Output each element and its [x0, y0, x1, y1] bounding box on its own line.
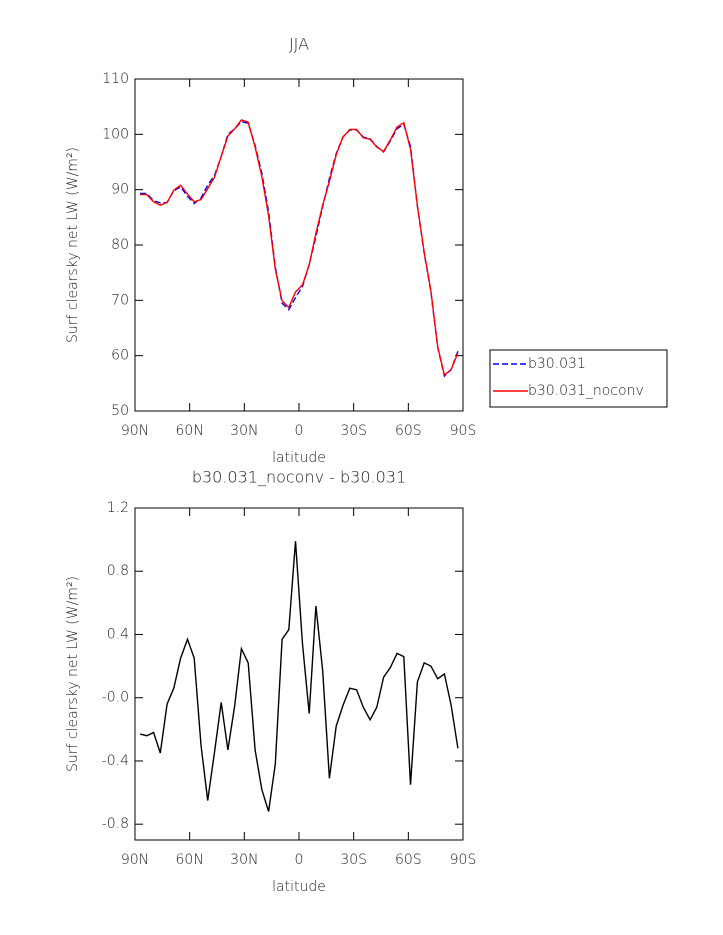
y-tick-label: 60	[111, 348, 129, 364]
plot-frame	[134, 507, 464, 841]
y-tick-label: 90	[111, 182, 129, 198]
y-tick-label: 100	[102, 126, 129, 142]
legend-label: b30.031_noconv	[528, 383, 644, 399]
data-line	[139, 541, 459, 812]
data-line	[140, 120, 459, 378]
x-tick-label: 30S	[340, 852, 367, 868]
x-tick-label: 90N	[121, 852, 149, 868]
x-tick-label: 0	[295, 852, 304, 868]
legend-box	[489, 349, 668, 408]
legend-label: b30.031	[528, 356, 586, 372]
chart-title: b30.031_noconv - b30.031	[192, 468, 406, 487]
x-tick-label: 90N	[121, 423, 149, 439]
data-line	[140, 119, 459, 377]
x-tick-label: 30N	[230, 852, 258, 868]
y-tick-label: 50	[111, 403, 129, 419]
x-tick-label: 90S	[450, 852, 477, 868]
x-tick-label: 90S	[450, 423, 477, 439]
y-tick-label: 80	[111, 237, 129, 253]
y-tick-label: 0.4	[107, 626, 129, 642]
x-tick-label: 60S	[395, 423, 422, 439]
x-axis-label: latitude	[272, 879, 326, 895]
y-tick-label: 70	[111, 292, 129, 308]
y-tick-label: -0.8	[102, 816, 129, 832]
y-tick-label: 1.2	[107, 500, 129, 516]
y-tick-label: -0.4	[102, 753, 129, 769]
x-tick-label: 60N	[176, 423, 204, 439]
y-tick-label: 110	[102, 71, 129, 87]
plot-frame	[134, 78, 464, 412]
y-axis-label: Surf clearsky net LW (W/m²)	[65, 147, 81, 343]
y-axis-label: Surf clearsky net LW (W/m²)	[65, 576, 81, 772]
x-tick-label: 60S	[395, 852, 422, 868]
x-tick-label: 30S	[340, 423, 367, 439]
y-tick-label: 0.8	[107, 563, 129, 579]
x-axis-label: latitude	[272, 450, 326, 466]
x-tick-label: 60N	[176, 852, 204, 868]
chart-title: JJA	[289, 35, 309, 54]
y-tick-label: -0.0	[102, 690, 129, 706]
x-tick-label: 30N	[230, 423, 258, 439]
x-tick-label: 0	[295, 423, 304, 439]
